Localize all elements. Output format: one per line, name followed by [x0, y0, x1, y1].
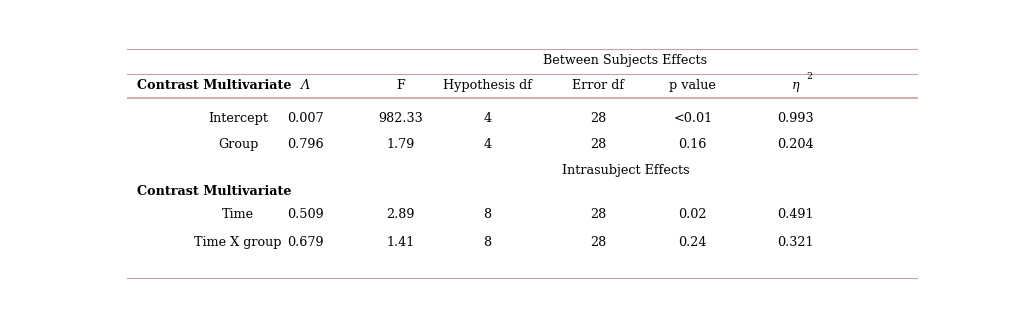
- Text: Time X group: Time X group: [195, 236, 281, 249]
- Text: 0.02: 0.02: [678, 208, 706, 221]
- Text: η: η: [791, 80, 799, 93]
- Text: Group: Group: [218, 138, 258, 151]
- Text: 0.007: 0.007: [286, 113, 323, 126]
- Text: Error df: Error df: [572, 80, 624, 93]
- Text: 0.204: 0.204: [776, 138, 813, 151]
- Text: 4: 4: [483, 138, 491, 151]
- Text: Λ: Λ: [301, 80, 310, 93]
- Text: 2: 2: [806, 72, 812, 81]
- Text: 1.41: 1.41: [386, 236, 414, 249]
- Text: <0.01: <0.01: [673, 113, 711, 126]
- Text: 1.79: 1.79: [385, 138, 414, 151]
- Text: F: F: [395, 80, 405, 93]
- Text: Contrast Multivariate: Contrast Multivariate: [137, 80, 291, 93]
- Text: 28: 28: [589, 208, 605, 221]
- Text: p value: p value: [668, 80, 715, 93]
- Text: Hypothesis df: Hypothesis df: [442, 80, 531, 93]
- Text: 0.993: 0.993: [776, 113, 813, 126]
- Text: 28: 28: [589, 138, 605, 151]
- Text: 0.16: 0.16: [678, 138, 706, 151]
- Text: 982.33: 982.33: [377, 113, 422, 126]
- Text: Contrast Multivariate: Contrast Multivariate: [137, 185, 291, 198]
- Text: 8: 8: [483, 208, 491, 221]
- Text: 0.24: 0.24: [678, 236, 706, 249]
- Text: Intrasubject Effects: Intrasubject Effects: [561, 164, 689, 177]
- Text: 28: 28: [589, 236, 605, 249]
- Text: Between Subjects Effects: Between Subjects Effects: [543, 54, 707, 67]
- Text: 0.491: 0.491: [776, 208, 813, 221]
- Text: Time: Time: [222, 208, 254, 221]
- Text: 0.796: 0.796: [286, 138, 323, 151]
- Text: 0.509: 0.509: [286, 208, 323, 221]
- Text: Intercept: Intercept: [208, 113, 268, 126]
- Text: 0.679: 0.679: [286, 236, 323, 249]
- Text: 28: 28: [589, 113, 605, 126]
- Text: 2.89: 2.89: [385, 208, 414, 221]
- Text: 4: 4: [483, 113, 491, 126]
- Text: 0.321: 0.321: [776, 236, 813, 249]
- Text: 8: 8: [483, 236, 491, 249]
